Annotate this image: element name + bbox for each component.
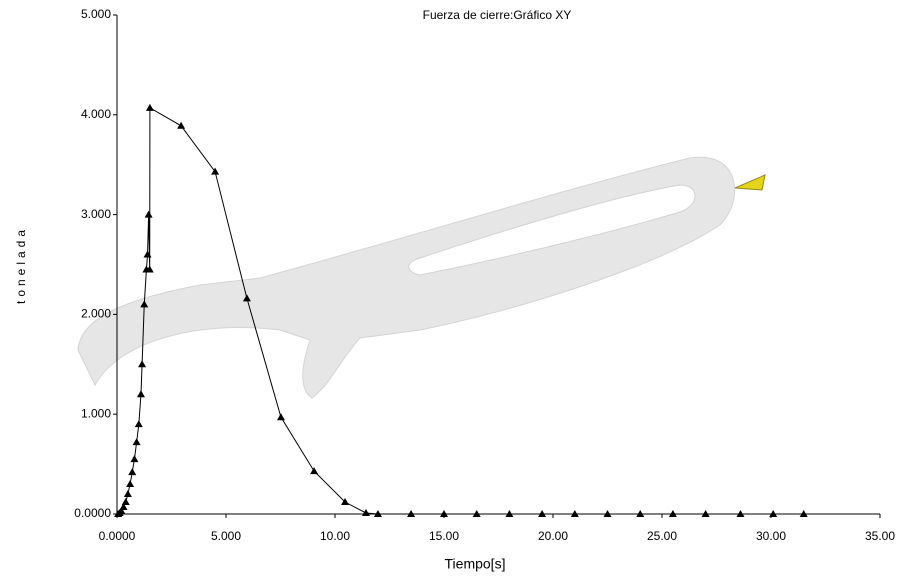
point-marker bbox=[361, 509, 370, 517]
point-marker bbox=[121, 498, 130, 506]
point-marker bbox=[242, 294, 251, 302]
point-marker bbox=[130, 455, 139, 463]
point-marker bbox=[407, 510, 416, 517]
y-tick-label: 5.000 bbox=[81, 7, 111, 21]
point-marker bbox=[145, 265, 154, 273]
part-model bbox=[77, 156, 766, 399]
y-tick-label: 1.000 bbox=[81, 406, 111, 420]
point-marker bbox=[140, 300, 149, 308]
x-tick-label: 10.00 bbox=[320, 529, 350, 543]
point-marker bbox=[472, 510, 481, 517]
point-marker bbox=[570, 510, 579, 517]
x-tick-label: 15.00 bbox=[429, 529, 459, 543]
point-marker bbox=[145, 103, 154, 111]
point-marker bbox=[144, 210, 153, 218]
y-tick-label: 3.000 bbox=[81, 207, 111, 221]
point-marker bbox=[117, 507, 126, 515]
x-tick-label: 5.000 bbox=[211, 529, 241, 543]
point-marker bbox=[123, 490, 132, 498]
x-tick-label: 30.00 bbox=[756, 529, 786, 543]
point-marker bbox=[128, 468, 137, 476]
point-marker bbox=[701, 510, 710, 517]
point-marker bbox=[341, 498, 350, 506]
part-body bbox=[77, 156, 736, 399]
point-marker bbox=[538, 510, 547, 517]
point-marker bbox=[440, 510, 448, 517]
point-marker bbox=[373, 510, 382, 517]
injection-cone bbox=[734, 174, 766, 191]
part-slot bbox=[408, 184, 696, 276]
point-marker bbox=[136, 390, 145, 398]
point-marker bbox=[126, 480, 135, 488]
point-marker bbox=[310, 467, 319, 475]
y-tick-label: 2.000 bbox=[81, 307, 111, 321]
point-marker bbox=[668, 510, 677, 517]
x-tick-label: 25.00 bbox=[647, 529, 677, 543]
point-marker bbox=[211, 167, 220, 175]
x-tick-label: 20.00 bbox=[538, 529, 568, 543]
point-marker bbox=[799, 510, 808, 517]
y-axis-label: tonelada bbox=[14, 226, 28, 304]
x-tick-label: 0.0000 bbox=[99, 529, 136, 543]
series-line bbox=[117, 106, 804, 515]
point-marker bbox=[134, 420, 143, 428]
point-marker bbox=[119, 503, 128, 511]
point-marker bbox=[177, 121, 186, 129]
point-marker bbox=[769, 510, 778, 517]
point-marker bbox=[138, 360, 147, 368]
point-marker bbox=[143, 250, 152, 258]
x-tick-label: 35.00 bbox=[865, 529, 895, 543]
point-marker bbox=[636, 510, 645, 517]
y-tick-label: 0.0000 bbox=[74, 506, 111, 520]
point-marker bbox=[276, 413, 285, 421]
point-marker bbox=[736, 510, 745, 517]
point-marker bbox=[603, 510, 612, 517]
y-tick-label: 4.000 bbox=[81, 107, 111, 121]
point-marker bbox=[132, 438, 141, 446]
x-axis-label: Tiempo[s] bbox=[445, 556, 506, 572]
chart-title: Fuerza de cierre:Gráfico XY bbox=[423, 8, 572, 22]
point-marker bbox=[505, 510, 514, 517]
